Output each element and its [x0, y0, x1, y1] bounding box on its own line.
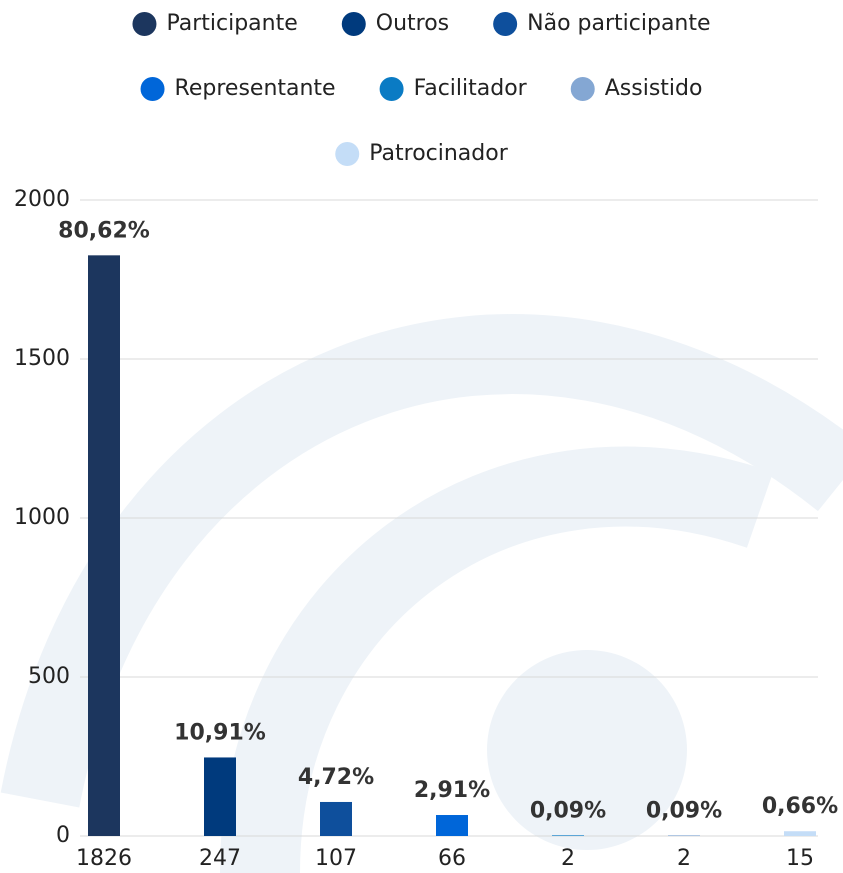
- legend-swatch: [341, 12, 366, 36]
- legend-label: Não participante: [527, 11, 710, 36]
- legend-item: Participante: [132, 11, 298, 36]
- legend-item: Não participante: [493, 11, 711, 36]
- legend-swatch: [493, 12, 518, 36]
- legend-label: Representante: [175, 76, 336, 101]
- watermark-dot: [487, 650, 687, 850]
- legend-item: Patrocinador: [335, 141, 509, 166]
- legend-swatch: [335, 142, 360, 166]
- x-tick-label: 247: [199, 846, 241, 871]
- bar: [668, 835, 700, 836]
- legend-label: Assistido: [605, 76, 703, 101]
- y-tick-label: 500: [28, 664, 70, 689]
- data-label: 0,66%: [762, 794, 838, 819]
- x-tick-label: 15: [786, 846, 814, 871]
- legend-swatch: [379, 77, 404, 101]
- x-tick-label: 66: [438, 846, 466, 871]
- legend-swatch: [140, 77, 165, 101]
- y-tick-label: 0: [56, 823, 70, 848]
- legend-item: Outros: [341, 11, 449, 36]
- data-label: 0,09%: [646, 798, 722, 823]
- legend-label: Outros: [376, 11, 449, 36]
- y-tick-label: 2000: [14, 187, 70, 212]
- bar: [320, 801, 352, 836]
- legend-label: Patrocinador: [369, 141, 508, 166]
- data-label: 4,72%: [298, 765, 374, 790]
- legend-item: Representante: [140, 76, 336, 101]
- data-label: 2,91%: [414, 778, 490, 803]
- x-tick-label: 2: [561, 846, 575, 871]
- data-label: 0,09%: [530, 798, 606, 823]
- y-tick-label: 1500: [14, 346, 70, 371]
- legend-label: Participante: [166, 11, 297, 36]
- x-tick-label: 1826: [76, 846, 132, 871]
- y-tick-label: 1000: [14, 505, 70, 530]
- bar: [784, 831, 816, 836]
- legend-label: Facilitador: [414, 76, 528, 101]
- x-tick-label: 2: [677, 846, 691, 871]
- bar: [552, 835, 584, 836]
- bar: [204, 757, 236, 836]
- x-tick-label: 107: [315, 846, 357, 871]
- legend-swatch: [570, 77, 595, 101]
- bar: [436, 815, 468, 836]
- legend-item: Assistido: [570, 76, 703, 101]
- data-label: 80,62%: [58, 218, 150, 243]
- data-label: 10,91%: [174, 720, 266, 745]
- bar: [88, 255, 120, 836]
- legend-item: Facilitador: [379, 76, 528, 101]
- legend-swatch: [132, 12, 157, 36]
